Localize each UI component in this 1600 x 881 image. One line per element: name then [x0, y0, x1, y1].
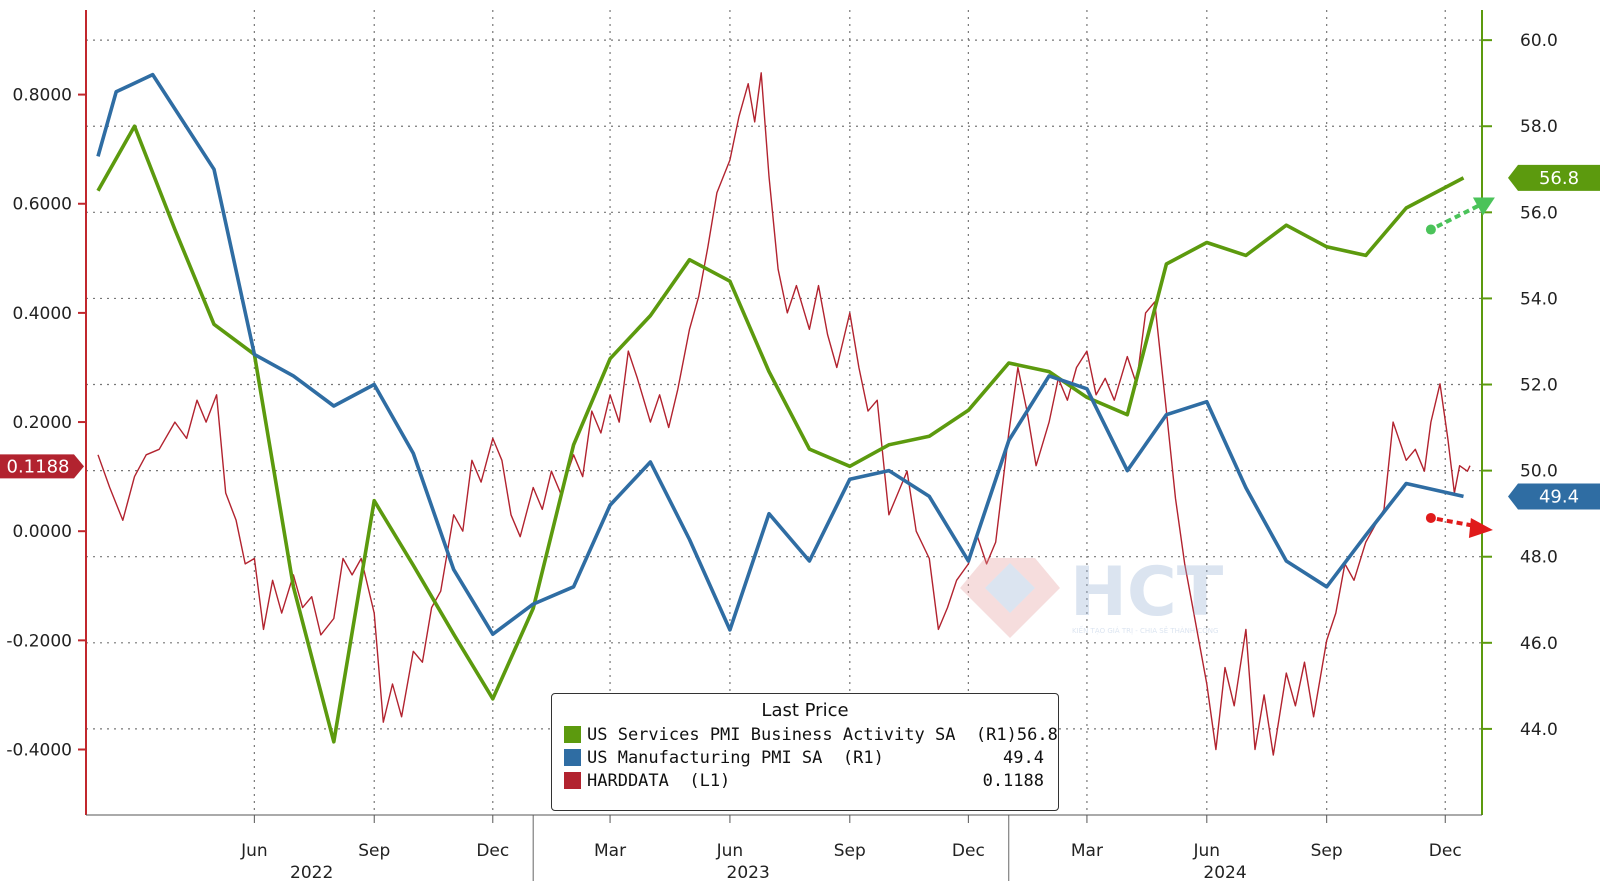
last-value-tags: 0.1188 56.8 49.4 [0, 164, 1600, 510]
services-pmi-line [96, 124, 1465, 744]
left-axis-tick-label: -0.4000 [6, 741, 72, 761]
right-axis-tick-label: 48.0 [1520, 548, 1558, 568]
trend-down-arrow-shaft [1436, 517, 1476, 528]
left-axis-tick-label: 0.2000 [13, 413, 72, 433]
legend-swatch-manufacturing [564, 749, 581, 766]
x-axis-tick-label: Jun [1193, 841, 1221, 861]
last-value-tag-label: 0.1188 [7, 456, 70, 477]
left-axis-tick-label: 0.0000 [13, 522, 72, 542]
last-value-tag-label: 49.4 [1539, 486, 1579, 507]
last-value-tag-label: 56.8 [1539, 168, 1579, 189]
right-axis-tick-label: 46.0 [1520, 634, 1558, 654]
last-value-tag [1508, 164, 1600, 191]
right-axis-tick-label: 58.0 [1520, 117, 1558, 137]
x-axis-tick-label: Mar [594, 841, 626, 861]
x-axis-year-label: 2022 [290, 863, 333, 881]
legend-box: Last Price US Services PMI Business Acti… [551, 693, 1059, 811]
x-axis-tick-label: Dec [1429, 841, 1462, 861]
x-axis-tick-label: Sep [1311, 841, 1343, 861]
legend-swatch-services [564, 726, 581, 743]
right-axis-tick-label: 44.0 [1520, 720, 1558, 740]
x-axis-year-label: 2023 [727, 863, 770, 881]
trend-down-arrow-dot [1425, 512, 1436, 523]
x-axis-tick-label: Mar [1071, 841, 1103, 861]
right-axis-tick-label: 50.0 [1520, 462, 1558, 482]
right-axis-tick-label: 56.0 [1520, 203, 1558, 223]
trend-up-arrow-head [1472, 197, 1495, 216]
x-axis-tick-label: Dec [952, 841, 985, 861]
last-value-tag [0, 454, 84, 479]
trend-up-arrow-dot [1425, 224, 1436, 235]
right-axis-tick-label: 60.0 [1520, 31, 1558, 51]
trend-up-arrow-shaft [1436, 203, 1480, 229]
harddata-line [97, 72, 1471, 756]
legend-value: 0.1188 [982, 770, 1044, 791]
x-axis-year-label: 2024 [1203, 863, 1246, 881]
tick-labels: 60.0 58.0 56.0 54.0 52.0 50.0 48.0 46.0 44.0 0.80… [6, 31, 1557, 881]
x-axis-tick-label: Dec [476, 841, 509, 861]
legend-item-services: US Services PMI Business Activity SA (R1… [552, 723, 1058, 746]
x-axis-tick-label: Jun [240, 841, 268, 861]
grid-lines [86, 10, 1482, 815]
last-value-tag [1508, 483, 1600, 510]
left-axis-tick-label: 0.4000 [13, 304, 72, 324]
legend-label: HARDDATA (L1) [587, 770, 731, 791]
x-axis-tick-label: Sep [834, 841, 866, 861]
trend-arrows [1425, 197, 1495, 538]
legend-label: US Manufacturing PMI SA (R1) [587, 747, 884, 768]
trend-down-arrow-head [1468, 517, 1493, 538]
legend-item-harddata: HARDDATA (L1) 0.1188 [552, 769, 1058, 792]
legend-header: Last Price [761, 700, 849, 721]
left-axis-tick-label: 0.8000 [13, 86, 72, 106]
axes [78, 10, 1492, 881]
legend-item-manufacturing: US Manufacturing PMI SA (R1) 49.4 [552, 746, 1058, 769]
right-axis-tick-label: 54.0 [1520, 289, 1558, 309]
left-axis-tick-label: 0.6000 [13, 195, 72, 215]
legend-value: 56.8 [1016, 724, 1058, 745]
manufacturing-pmi-line [96, 72, 1464, 636]
legend-value: 49.4 [1003, 747, 1044, 768]
right-axis-tick-label: 52.0 [1520, 376, 1558, 396]
series-lines [96, 72, 1471, 756]
x-axis-tick-label: Jun [716, 841, 744, 861]
left-axis-tick-label: -0.2000 [6, 631, 72, 651]
legend-label: US Services PMI Business Activity SA (R1… [587, 724, 1017, 745]
legend-swatch-harddata [564, 772, 581, 789]
x-axis-tick-label: Sep [358, 841, 390, 861]
